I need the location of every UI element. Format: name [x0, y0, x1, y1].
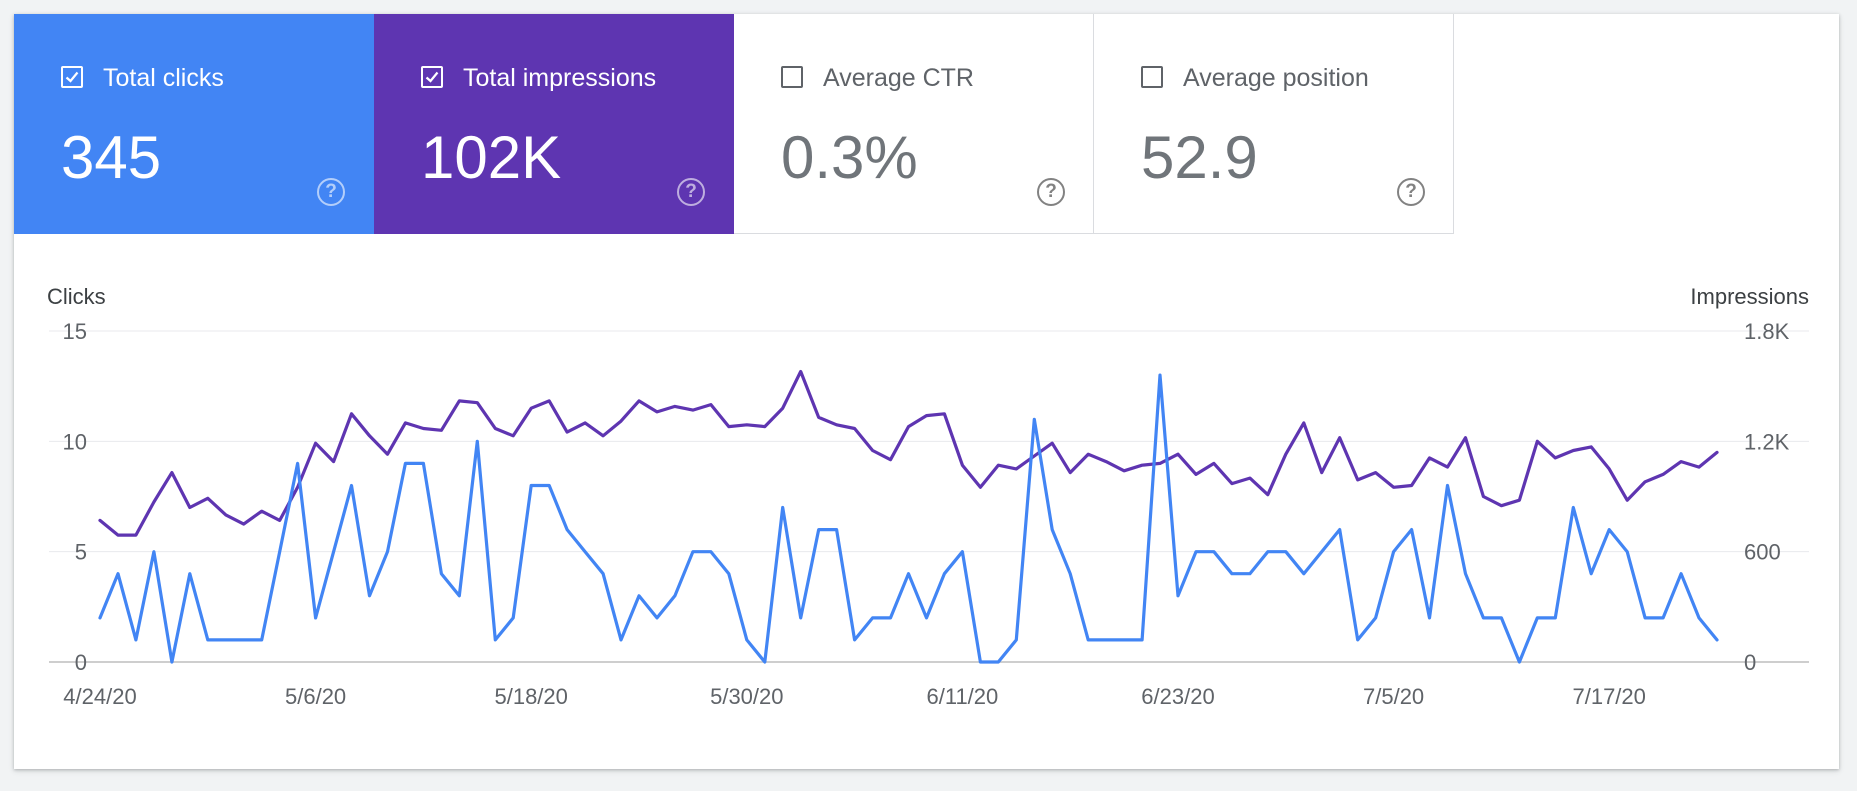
x-tick-label: 5/6/20 [285, 684, 346, 709]
performance-chart: Clicks Impressions 0 0 5 600 10 1.2K 15 1.8K 4/2… [47, 284, 1809, 709]
chart-lines [98, 369, 1719, 664]
metric-tile-impressions[interactable]: Total impressions 102K ? [374, 14, 734, 234]
checkbox[interactable] [421, 66, 443, 88]
metric-tile-clicks[interactable]: Total clicks 345 ? [14, 14, 374, 234]
help-icon[interactable]: ? [677, 178, 705, 206]
x-tick-label: 5/18/20 [494, 684, 567, 709]
y-right-tick-label: 1.2K [1744, 429, 1790, 454]
checkbox[interactable] [61, 66, 83, 88]
y-right-tick-label: 600 [1744, 540, 1781, 565]
metric-label: Average CTR [823, 64, 974, 92]
metric-label: Total impressions [463, 64, 657, 92]
y-left-tick-label: 10 [63, 429, 87, 454]
series-line-clicks [98, 373, 1719, 664]
help-icon[interactable]: ? [317, 178, 345, 206]
metric-tile-ctr[interactable]: Average CTR 0.3% ? [734, 14, 1094, 234]
y-left-tick-label: 0 [75, 650, 87, 675]
metric-value: 102K [421, 124, 562, 191]
metric-value: 52.9 [1141, 124, 1258, 191]
x-tick-label: 6/23/20 [1141, 684, 1214, 709]
left-axis-title: Clicks [47, 284, 106, 309]
metric-value: 345 [61, 124, 162, 191]
metric-tile-position[interactable]: Average position 52.9 ? [1094, 14, 1454, 234]
x-tick-label: 5/30/20 [710, 684, 783, 709]
metric-label: Average position [1183, 64, 1369, 92]
y-right-tick-label: 1.8K [1744, 319, 1790, 344]
series-line-impressions [98, 369, 1719, 537]
help-icon[interactable]: ? [1397, 178, 1425, 206]
y-right-tick-label: 0 [1744, 650, 1756, 675]
checkbox[interactable] [1141, 66, 1163, 88]
axis-ticks: 0 0 5 600 10 1.2K 15 1.8K 4/24/20 5/6/20 5/18/20 5/… [63, 319, 1790, 709]
y-left-tick-label: 5 [75, 540, 87, 565]
x-tick-label: 6/11/20 [927, 684, 999, 709]
y-left-tick-label: 15 [63, 319, 87, 344]
metric-value: 0.3% [781, 124, 918, 191]
metric-label: Total clicks [103, 64, 224, 92]
x-tick-label: 7/5/20 [1363, 684, 1424, 709]
x-tick-label: 7/17/20 [1572, 684, 1645, 709]
x-tick-label: 4/24/20 [63, 684, 136, 709]
help-icon[interactable]: ? [1037, 178, 1065, 206]
performance-card: Total clicks 345 ? Total impressions 102… [14, 14, 1839, 769]
right-axis-title: Impressions [1690, 284, 1809, 309]
checkbox[interactable] [781, 66, 803, 88]
